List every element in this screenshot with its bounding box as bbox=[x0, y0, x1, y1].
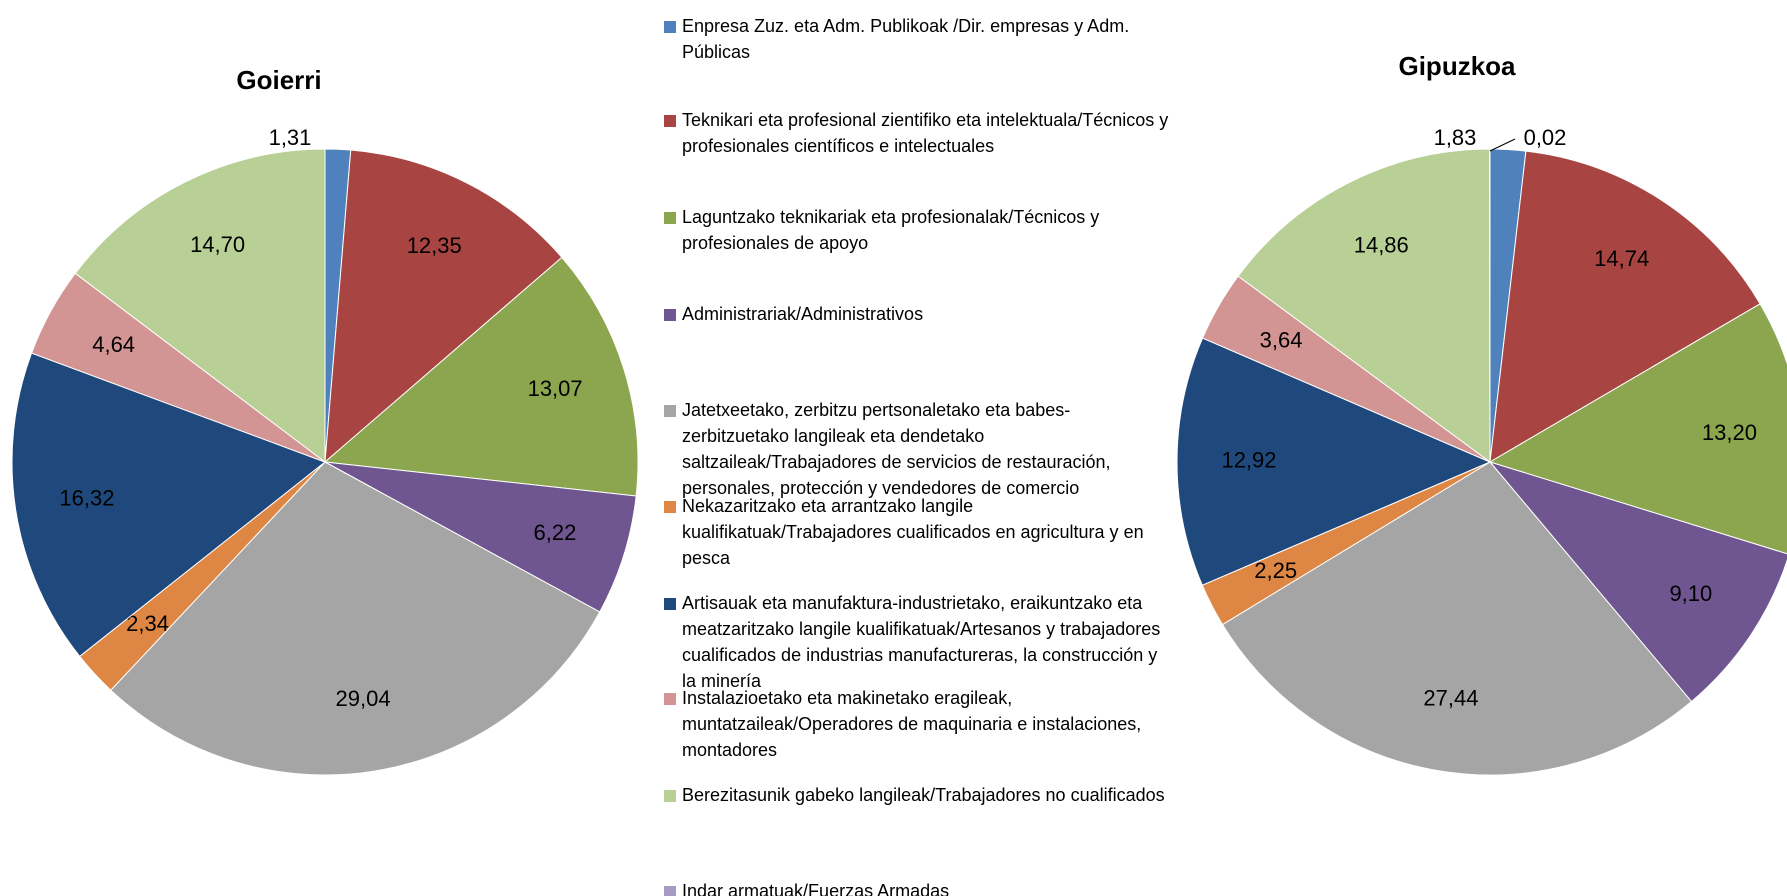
data-label: 1,83 bbox=[1434, 125, 1477, 150]
legend-item: Berezitasunik gabeko langileak/Trabajado… bbox=[664, 782, 1174, 808]
data-label: 3,64 bbox=[1260, 328, 1303, 353]
legend-swatch bbox=[664, 405, 676, 417]
data-label: 14,70 bbox=[190, 232, 245, 257]
legend-label: Nekazaritzako eta arrantzako langile kua… bbox=[682, 496, 1144, 568]
legend-item: Nekazaritzako eta arrantzako langile kua… bbox=[664, 493, 1174, 571]
pie-slice bbox=[1221, 461, 1693, 776]
legend-item: Indar armatuak/Fuerzas Armadas bbox=[664, 878, 1174, 896]
data-label: 4,64 bbox=[92, 332, 135, 357]
legend-swatch bbox=[664, 693, 676, 705]
pie-slice bbox=[324, 461, 637, 613]
data-label: 14,86 bbox=[1354, 233, 1409, 258]
leader-line bbox=[1489, 138, 1516, 152]
legend-swatch bbox=[664, 790, 676, 802]
data-label: 2,34 bbox=[126, 611, 169, 636]
legend-item: Enpresa Zuz. eta Adm. Publikoak /Dir. em… bbox=[664, 13, 1174, 65]
pie-slice bbox=[1488, 461, 1787, 703]
data-label: 12,35 bbox=[407, 233, 462, 258]
chart-title: Gipuzkoa bbox=[1398, 51, 1516, 81]
legend-item: Jatetxeetako, zerbitzu pertsonaletako et… bbox=[664, 397, 1174, 501]
data-label: 1,31 bbox=[269, 125, 312, 150]
legend-label: Berezitasunik gabeko langileak/Trabajado… bbox=[682, 785, 1165, 805]
legend-item: Administrariak/Administrativos bbox=[664, 301, 1174, 327]
legend-swatch bbox=[664, 598, 676, 610]
legend-label: Teknikari eta profesional zientifiko eta… bbox=[682, 110, 1169, 156]
pie-slice bbox=[1488, 303, 1787, 555]
legend-swatch bbox=[664, 309, 676, 321]
chart-title: Goierri bbox=[236, 65, 321, 95]
legend-swatch bbox=[664, 212, 676, 224]
pie-slice bbox=[1489, 150, 1761, 463]
data-label: 13,07 bbox=[528, 376, 583, 401]
pie-slice bbox=[1176, 337, 1492, 586]
data-label: 16,32 bbox=[59, 486, 114, 511]
legend-label: Jatetxeetako, zerbitzu pertsonaletako et… bbox=[682, 400, 1111, 498]
pie-slice bbox=[1237, 148, 1491, 463]
data-label: 27,44 bbox=[1423, 686, 1478, 711]
pie-slice bbox=[323, 256, 639, 497]
data-label: 14,74 bbox=[1594, 246, 1649, 271]
data-label: 9,10 bbox=[1669, 581, 1712, 606]
legend-item: Teknikari eta profesional zientifiko eta… bbox=[664, 107, 1174, 159]
pie-slice bbox=[11, 352, 327, 658]
pie-slice bbox=[324, 149, 563, 464]
legend-label: Enpresa Zuz. eta Adm. Publikoak /Dir. em… bbox=[682, 16, 1130, 62]
legend-swatch bbox=[664, 21, 676, 33]
legend-item: Laguntzako teknikariak eta profesionalak… bbox=[664, 204, 1174, 256]
data-label: 6,22 bbox=[534, 520, 577, 545]
pie-slice bbox=[110, 461, 601, 776]
legend-item: Instalazioetako eta makinetako eragileak… bbox=[664, 685, 1174, 763]
legend-label: Laguntzako teknikariak eta profesionalak… bbox=[682, 207, 1100, 253]
legend-label: Instalazioetako eta makinetako eragileak… bbox=[682, 688, 1142, 760]
legend-label: Administrariak/Administrativos bbox=[682, 304, 924, 324]
legend-swatch bbox=[664, 501, 676, 513]
legend-item: Artisauak eta manufaktura-industrietako,… bbox=[664, 590, 1174, 694]
data-label: 12,92 bbox=[1221, 448, 1276, 473]
legend-swatch bbox=[664, 115, 676, 127]
data-label: 2,25 bbox=[1254, 558, 1297, 583]
legend-label: Indar armatuak/Fuerzas Armadas bbox=[682, 881, 950, 896]
data-label: 0,02 bbox=[1524, 125, 1567, 150]
data-label: 13,20 bbox=[1702, 420, 1757, 445]
pie-slice bbox=[74, 148, 326, 464]
data-label: 29,04 bbox=[336, 686, 391, 711]
legend-swatch bbox=[664, 886, 676, 896]
legend-label: Artisauak eta manufaktura-industrietako,… bbox=[682, 593, 1161, 691]
